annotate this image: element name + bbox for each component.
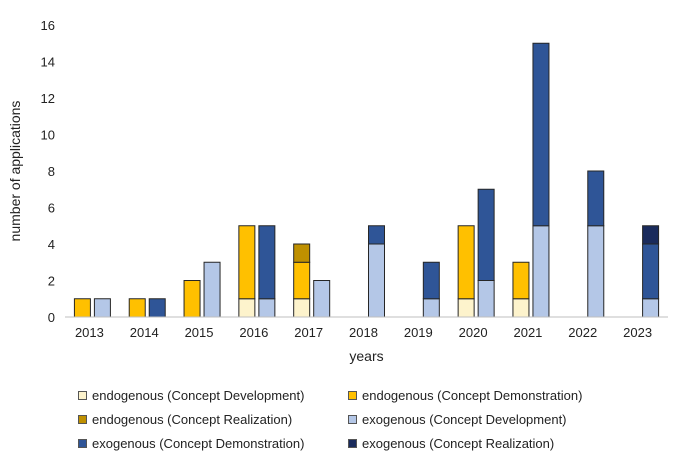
x-tick-label: 2016 <box>239 325 268 340</box>
legend-item: exogenous (Concept Demonstration) <box>78 436 304 451</box>
y-tick-label: 2 <box>48 274 55 289</box>
legend-swatch <box>78 439 87 448</box>
y-tick-label: 8 <box>48 164 55 179</box>
y-tick-label: 0 <box>48 310 55 325</box>
bar-segment <box>293 243 311 263</box>
legend-label: exogenous (Concept Realization) <box>362 436 555 451</box>
bar-segment <box>642 298 660 318</box>
legend-swatch <box>78 391 87 400</box>
x-tick-label: 2015 <box>185 325 214 340</box>
x-tick-label: 2018 <box>349 325 378 340</box>
legend-swatch <box>348 439 357 448</box>
bar-segment <box>128 298 146 318</box>
bars <box>73 42 660 318</box>
x-tick-label: 2019 <box>404 325 433 340</box>
bar-segment <box>73 298 91 318</box>
bar-segment <box>313 280 331 318</box>
y-tick-label: 12 <box>41 91 55 106</box>
legend-swatch <box>348 391 357 400</box>
bar-segment <box>293 298 311 318</box>
bar-segment <box>512 298 530 318</box>
bar-segment <box>477 188 495 281</box>
y-tick-label: 16 <box>41 18 55 33</box>
y-tick-label: 6 <box>48 201 55 216</box>
bar-segment <box>457 298 475 318</box>
legend-label: endogenous (Concept Demonstration) <box>362 388 583 403</box>
bar-segment <box>258 298 276 318</box>
bar-segment <box>642 243 660 300</box>
legend-swatch <box>78 415 87 424</box>
bar-segment <box>532 225 550 318</box>
bar-segment <box>642 225 660 245</box>
bar-segment <box>238 225 256 300</box>
bar-segment <box>258 225 276 300</box>
legend-label: endogenous (Concept Realization) <box>92 412 293 427</box>
legend-item: exogenous (Concept Development) <box>348 412 567 427</box>
bar-segment <box>457 225 475 300</box>
bar-segment <box>368 225 385 245</box>
legend-label: endogenous (Concept Development) <box>92 388 305 403</box>
bar-segment <box>93 298 111 318</box>
bar-segment <box>532 42 550 227</box>
bar-segment <box>422 298 440 318</box>
bar-segment <box>422 261 440 300</box>
bar-segment <box>512 261 530 300</box>
bar-segment <box>238 298 256 318</box>
x-tick-label: 2021 <box>513 325 542 340</box>
legend-label: exogenous (Concept Development) <box>362 412 567 427</box>
y-axis-ticks: 0 2 4 6 8 10 12 14 16 <box>41 18 55 325</box>
bar-segment <box>477 280 495 318</box>
y-tick-label: 14 <box>41 55 55 70</box>
legend-item: endogenous (Concept Development) <box>78 388 304 403</box>
bar-segment <box>368 243 385 318</box>
legend-item: exogenous (Concept Realization) <box>348 436 554 451</box>
bar-segment <box>203 261 221 318</box>
bar-segment <box>148 298 166 318</box>
legend-item: endogenous (Concept Demonstration) <box>348 388 582 403</box>
bar-segment <box>293 261 311 300</box>
legend-item: endogenous (Concept Realization) <box>78 412 292 427</box>
x-axis-label: years <box>349 348 383 364</box>
y-axis-label: number of applications <box>7 101 23 242</box>
x-tick-label: 2020 <box>459 325 488 340</box>
y-tick-label: 4 <box>48 237 55 252</box>
bar-segment <box>587 225 605 318</box>
x-axis-ticks: 2013 2014 2015 2016 2017 2018 2019 2020 2021 2022… <box>75 325 652 340</box>
x-tick-label: 2014 <box>130 325 159 340</box>
x-tick-label: 2017 <box>294 325 323 340</box>
y-tick-label: 10 <box>41 128 55 143</box>
x-tick-label: 2022 <box>568 325 597 340</box>
legend-swatch <box>348 415 357 424</box>
x-tick-label: 2023 <box>623 325 652 340</box>
x-tick-label: 2013 <box>75 325 104 340</box>
legend-label: exogenous (Concept Demonstration) <box>92 436 305 451</box>
bar-segment <box>183 280 201 318</box>
bar-segment <box>587 170 605 227</box>
